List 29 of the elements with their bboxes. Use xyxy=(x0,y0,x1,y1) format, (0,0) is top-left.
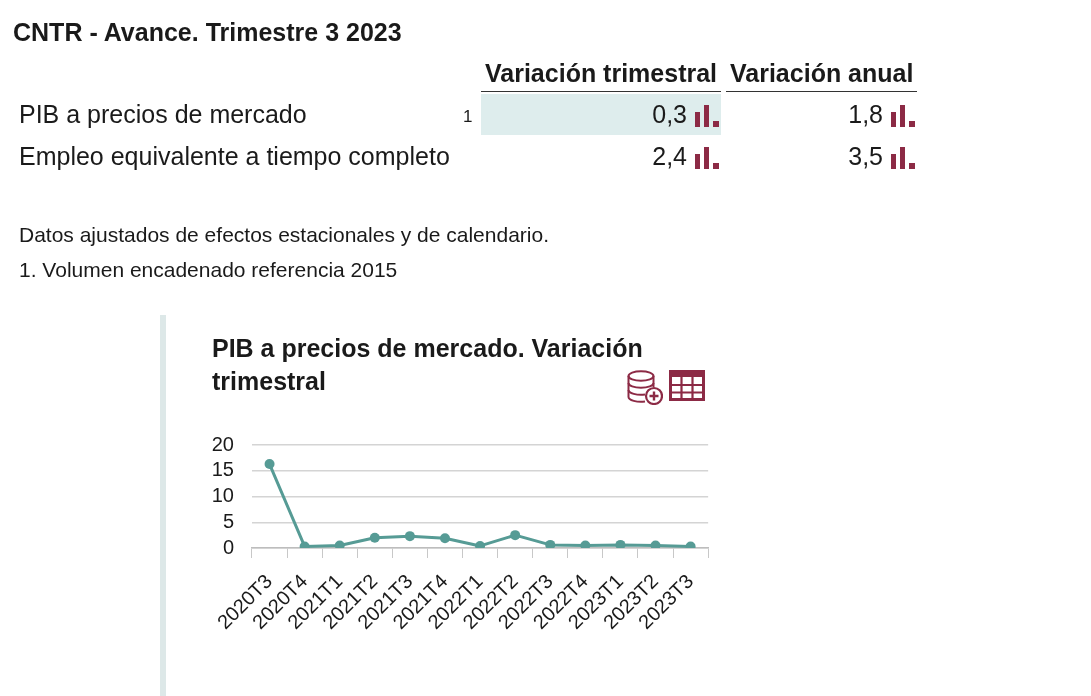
y-tick-label: 5 xyxy=(222,509,234,532)
point xyxy=(545,539,556,548)
data-label: 1,8 xyxy=(848,100,883,129)
text: 1. Volumen encadenado referencia 2015 xyxy=(19,257,398,283)
point xyxy=(334,540,345,548)
point xyxy=(475,540,486,548)
point xyxy=(580,540,591,548)
y-tick-label: 20 xyxy=(211,432,234,455)
point xyxy=(404,531,415,542)
point xyxy=(650,540,661,548)
point xyxy=(510,530,521,541)
data-label: 2,4 xyxy=(652,142,687,171)
point xyxy=(615,539,626,548)
y-tick-label: 15 xyxy=(211,458,234,481)
data-label: 3,5 xyxy=(848,142,883,171)
data-label: 0,3 xyxy=(652,100,687,129)
category-label: Empleo equivalente a tiempo completo xyxy=(19,142,450,171)
chart-title: PIB a precios de mercado. Variación trimestral xyxy=(212,333,644,397)
text: Datos ajustados de efectos estacionales y de calendario. xyxy=(19,222,549,248)
text: 1 xyxy=(463,107,473,126)
category-label: PIB a precios de mercado xyxy=(19,100,307,129)
point xyxy=(264,459,275,470)
point xyxy=(439,533,450,544)
point xyxy=(369,532,380,543)
text: Variación anual xyxy=(730,59,914,88)
text: CNTR - Avance. Trimestre 3 2023 xyxy=(13,18,402,47)
series-label: Variación trimestral xyxy=(485,59,718,88)
y-tick-label: 0 xyxy=(222,535,234,558)
y-tick-label: 10 xyxy=(211,484,234,507)
